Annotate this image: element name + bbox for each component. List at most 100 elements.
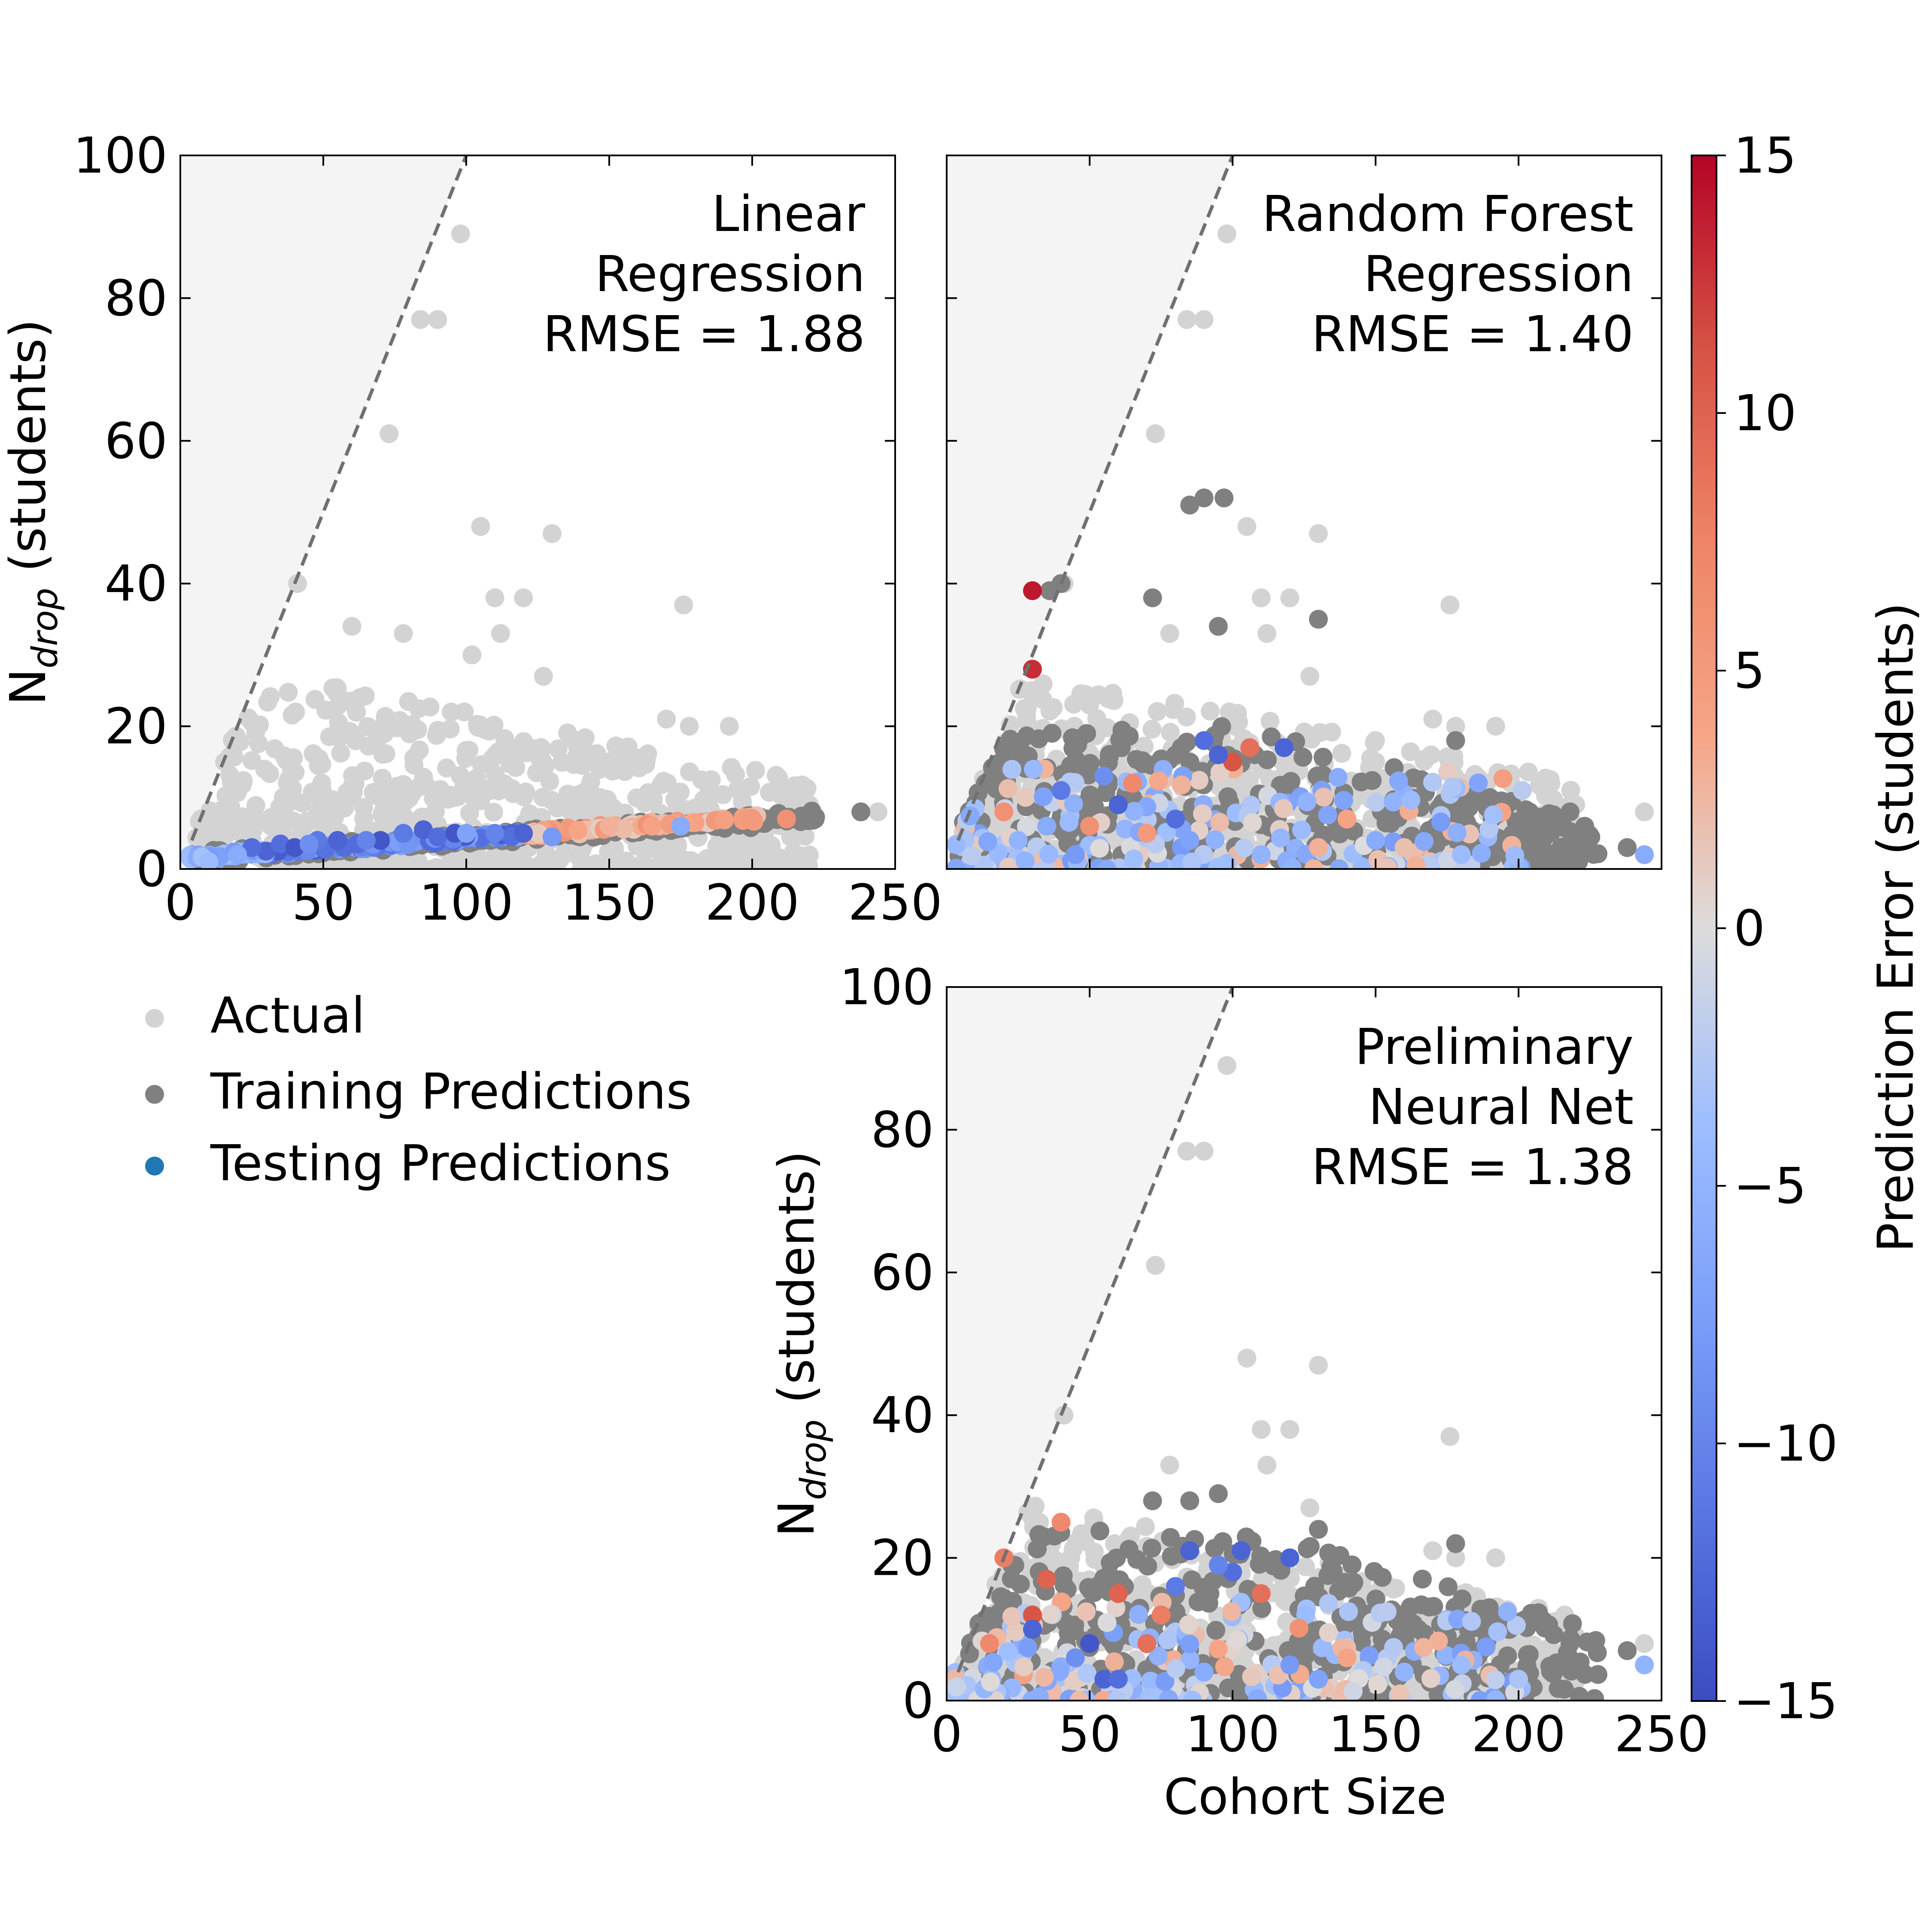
- training-point: [1586, 1631, 1605, 1650]
- testing-point: [1377, 858, 1397, 869]
- actual-point: [1446, 1548, 1465, 1567]
- testing-point: [1447, 823, 1467, 842]
- actual-point: [378, 807, 397, 826]
- testing-point: [1309, 838, 1328, 857]
- testing-point: [1023, 1605, 1042, 1625]
- testing-point: [1180, 831, 1200, 850]
- testing-point: [1421, 1669, 1440, 1688]
- testing-point: [1280, 1655, 1300, 1674]
- training-point: [851, 802, 871, 822]
- testing-point: [1158, 1630, 1177, 1649]
- training-point: [1266, 1550, 1285, 1569]
- actual-point: [1423, 709, 1443, 729]
- testing-point: [1223, 1562, 1242, 1582]
- colorbar-tick-label: 0: [1734, 900, 1765, 957]
- training-point: [1551, 838, 1571, 857]
- actual-point: [572, 756, 592, 775]
- testing-point: [1166, 809, 1185, 829]
- testing-point: [271, 834, 290, 854]
- testing-point: [1179, 1615, 1198, 1634]
- actual-point: [1332, 744, 1352, 763]
- training-point: [1205, 1539, 1224, 1558]
- actual-point: [1160, 1455, 1179, 1475]
- testing-point: [1328, 768, 1348, 787]
- training-point: [1516, 800, 1536, 820]
- testing-point: [984, 1653, 1003, 1672]
- guide-line: [956, 987, 1234, 1673]
- testing-point: [1228, 1630, 1247, 1649]
- testing-point: [228, 845, 247, 864]
- training-point: [1618, 1641, 1637, 1660]
- training-point: [1002, 1569, 1021, 1589]
- testing-point: [999, 857, 1018, 869]
- training-point: [1143, 1491, 1162, 1510]
- testing-point: [1274, 799, 1293, 818]
- annotation-line-1: Random Forest: [1262, 185, 1634, 243]
- actual-point: [1160, 624, 1179, 643]
- actual-point: [1146, 424, 1165, 444]
- testing-point: [1431, 812, 1450, 832]
- testing-point: [1484, 805, 1503, 824]
- testing-point: [356, 831, 376, 850]
- training-point: [805, 809, 825, 829]
- training-point: [1313, 747, 1333, 767]
- y-tick-label: 0: [136, 841, 167, 898]
- testing-point: [1106, 1598, 1126, 1617]
- testing-point: [1206, 830, 1225, 849]
- training-point: [1133, 751, 1152, 770]
- testing-point: [1429, 1631, 1448, 1651]
- testing-point: [1129, 1605, 1148, 1624]
- actual-point: [1253, 1569, 1272, 1589]
- testing-point: [998, 779, 1018, 798]
- testing-point: [457, 823, 476, 843]
- ticks: 0 50 100 150 200 250 0 20 40 60 80 100: [73, 127, 942, 932]
- actual-point: [455, 702, 474, 722]
- testing-point: [1180, 1541, 1200, 1560]
- testing-point: [1033, 787, 1053, 806]
- testing-point: [994, 802, 1014, 822]
- actual-point: [283, 705, 302, 725]
- actual-point: [468, 715, 487, 734]
- testing-point: [1066, 1648, 1085, 1668]
- testing-point: [1107, 1690, 1127, 1701]
- actual-point: [731, 839, 750, 858]
- actual-point: [1309, 1355, 1328, 1375]
- actual-point: [354, 809, 374, 828]
- actual-point: [486, 765, 505, 784]
- actual-point: [484, 802, 503, 822]
- testing-point: [1337, 809, 1357, 829]
- actual-point: [288, 574, 307, 593]
- testing-points: [180, 806, 796, 869]
- training-point: [1560, 802, 1580, 822]
- testing-point: [685, 813, 705, 832]
- testing-point: [328, 831, 347, 850]
- testing-point: [1182, 852, 1202, 869]
- training-point: [1529, 1603, 1548, 1622]
- actual-point: [329, 696, 348, 715]
- annotation-line-1: Linear: [712, 185, 866, 243]
- actual-point: [414, 768, 433, 787]
- actual-point: [428, 310, 447, 329]
- testing-points: [947, 1513, 1654, 1701]
- x-axis-title: Cohort Size: [1164, 1768, 1447, 1826]
- y-tick-label: 40: [105, 555, 167, 613]
- actual-point: [1519, 762, 1538, 782]
- actual-point: [1142, 720, 1162, 739]
- testing-point: [1242, 1667, 1261, 1686]
- training-point: [1541, 1662, 1560, 1681]
- actual-point: [1422, 745, 1441, 765]
- testing-point: [242, 838, 261, 857]
- actual-point: [303, 783, 322, 802]
- testing-point: [1292, 820, 1311, 840]
- actual-point: [368, 787, 388, 806]
- actual-point: [600, 752, 619, 772]
- annotation-line-3: RMSE = 1.40: [1312, 306, 1634, 363]
- training-point: [1446, 731, 1465, 750]
- testing-point: [1094, 766, 1114, 786]
- testing-point: [1180, 1634, 1200, 1654]
- training-point: [1562, 856, 1581, 869]
- actual-point: [869, 802, 888, 822]
- testing-point: [1414, 1638, 1433, 1657]
- legend-marker-actual: [145, 1009, 164, 1028]
